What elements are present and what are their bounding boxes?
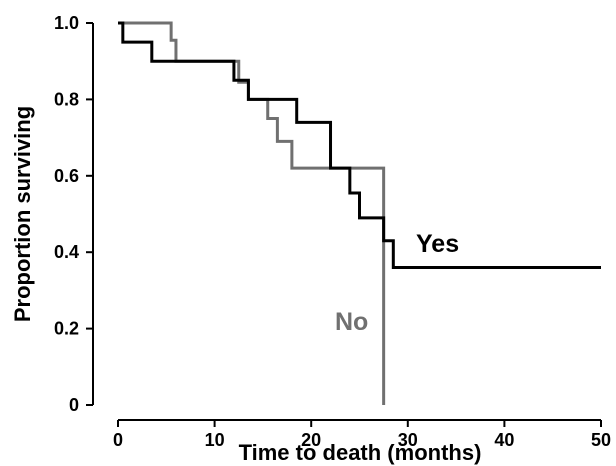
x-tick-label: 30 — [398, 430, 418, 450]
x-tick-label: 20 — [301, 430, 321, 450]
x-tick-label: 0 — [113, 430, 123, 450]
x-tick-label: 40 — [494, 430, 514, 450]
x-tick-label: 10 — [205, 430, 225, 450]
survival-curves — [118, 21, 601, 405]
y-axis-title: Proportion surviving — [10, 106, 35, 322]
y-tick-label: 0.6 — [54, 166, 79, 186]
y-tick-label: 0 — [69, 395, 79, 415]
survival-curve-yes — [118, 21, 601, 269]
x-axis-ticks: 0 10 20 30 40 50 — [113, 420, 611, 450]
y-tick-label: 0.8 — [54, 89, 79, 109]
survival-curve-no — [118, 21, 386, 405]
y-axis-ticks: 0 0.2 0.4 0.6 0.8 1.0 — [54, 13, 93, 415]
x-axis-title: Time to death (months) — [239, 440, 482, 465]
series-label-no: No — [335, 308, 368, 336]
y-tick-label: 1.0 — [54, 13, 79, 33]
y-tick-label: 0.2 — [54, 319, 79, 339]
series-label-yes: Yes — [416, 230, 459, 258]
x-tick-label: 50 — [591, 430, 611, 450]
y-tick-label: 0.4 — [54, 242, 79, 262]
